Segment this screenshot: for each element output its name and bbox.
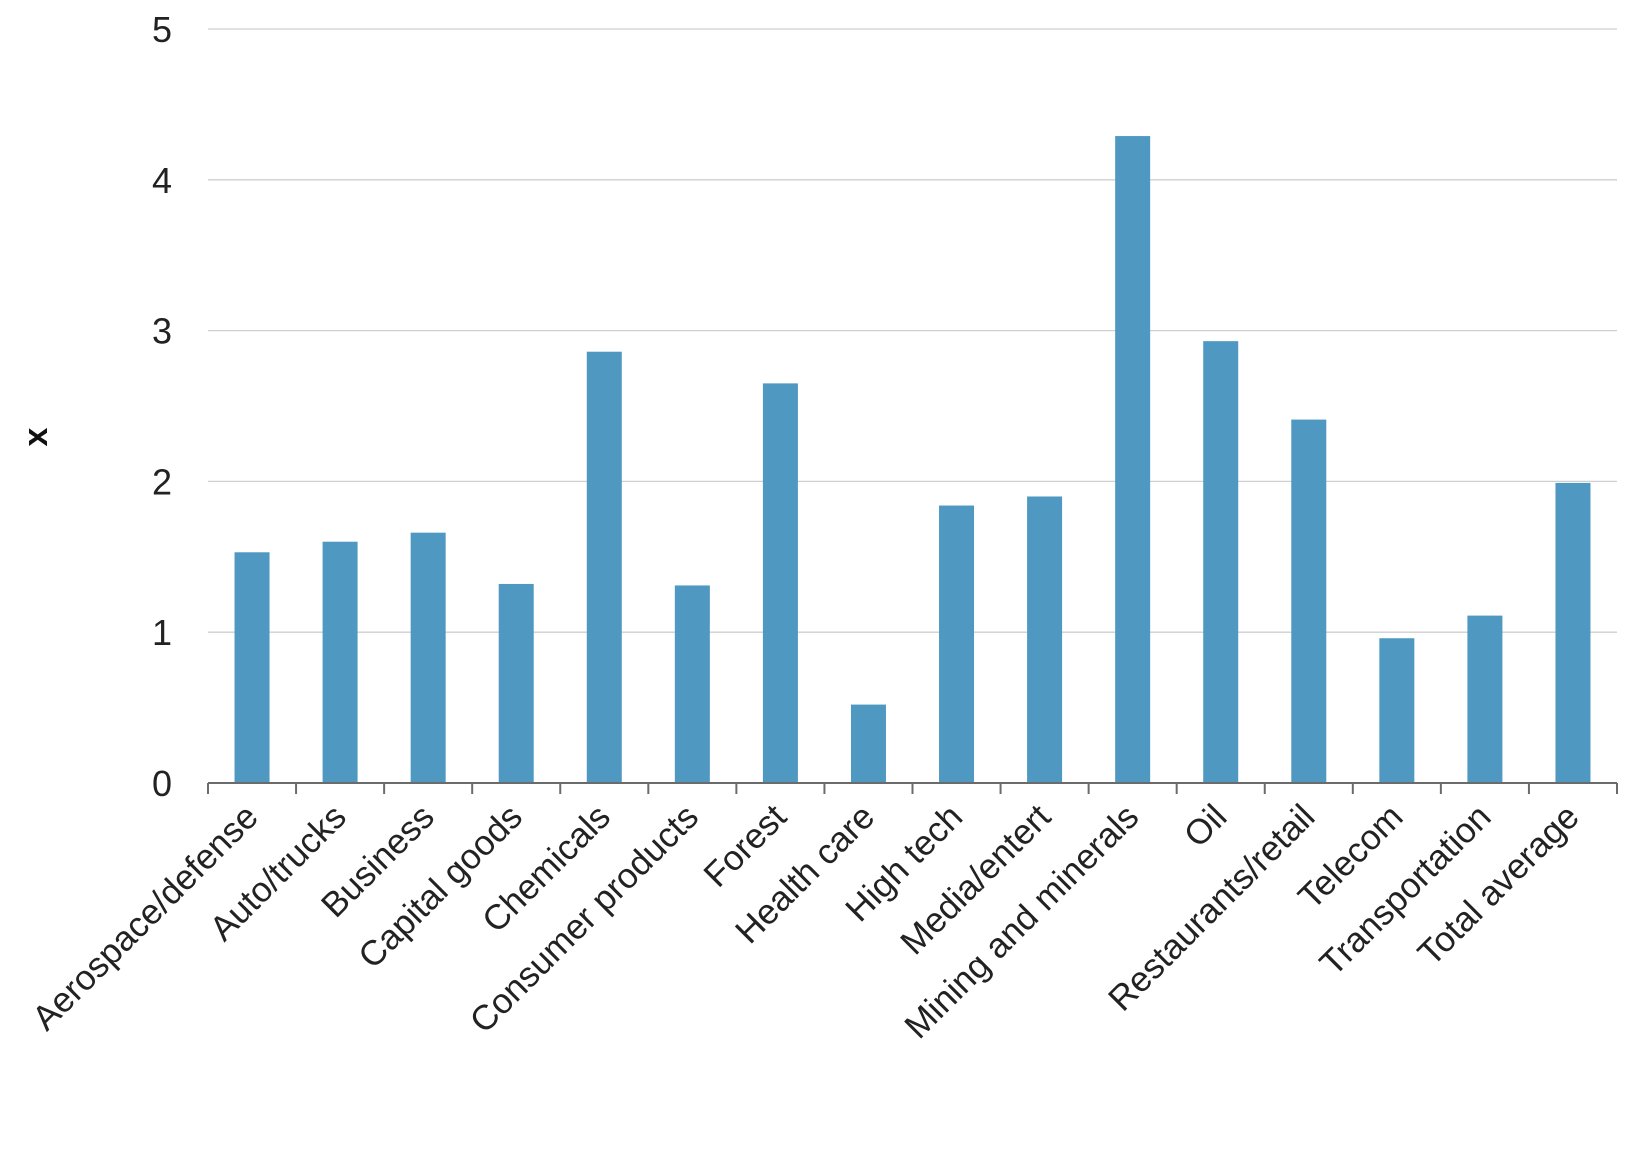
y-tick-label: 1 (152, 612, 172, 653)
y-tick-label: 3 (152, 311, 172, 352)
bar (234, 552, 270, 783)
y-axis-tick-labels: 0 1 2 3 4 5 (152, 9, 172, 804)
y-tick-label: 5 (152, 9, 172, 50)
bar (1115, 136, 1151, 783)
y-tick-label: 4 (152, 160, 172, 201)
bar (586, 351, 622, 783)
bar (850, 704, 886, 783)
y-tick-label: 0 (152, 763, 172, 804)
x-tick-label: Oil (1177, 797, 1235, 855)
bars (234, 136, 1591, 783)
bar (1467, 615, 1503, 783)
gridlines (208, 28, 1617, 633)
bar (1291, 419, 1327, 783)
bar (762, 383, 798, 783)
bar (1555, 482, 1591, 783)
y-tick-label: 2 (152, 461, 172, 502)
bar (410, 532, 446, 783)
bar (498, 583, 534, 783)
bar (939, 505, 975, 783)
bar (1203, 341, 1239, 783)
bar (674, 585, 710, 783)
bar (1027, 496, 1063, 783)
bar (1379, 638, 1415, 783)
y-axis-label: x (17, 427, 55, 446)
x-axis (207, 782, 1618, 794)
x-axis-tick-labels: Aerospace/defenseAuto/trucksBusinessCapi… (25, 797, 1587, 1046)
bar (322, 541, 358, 783)
